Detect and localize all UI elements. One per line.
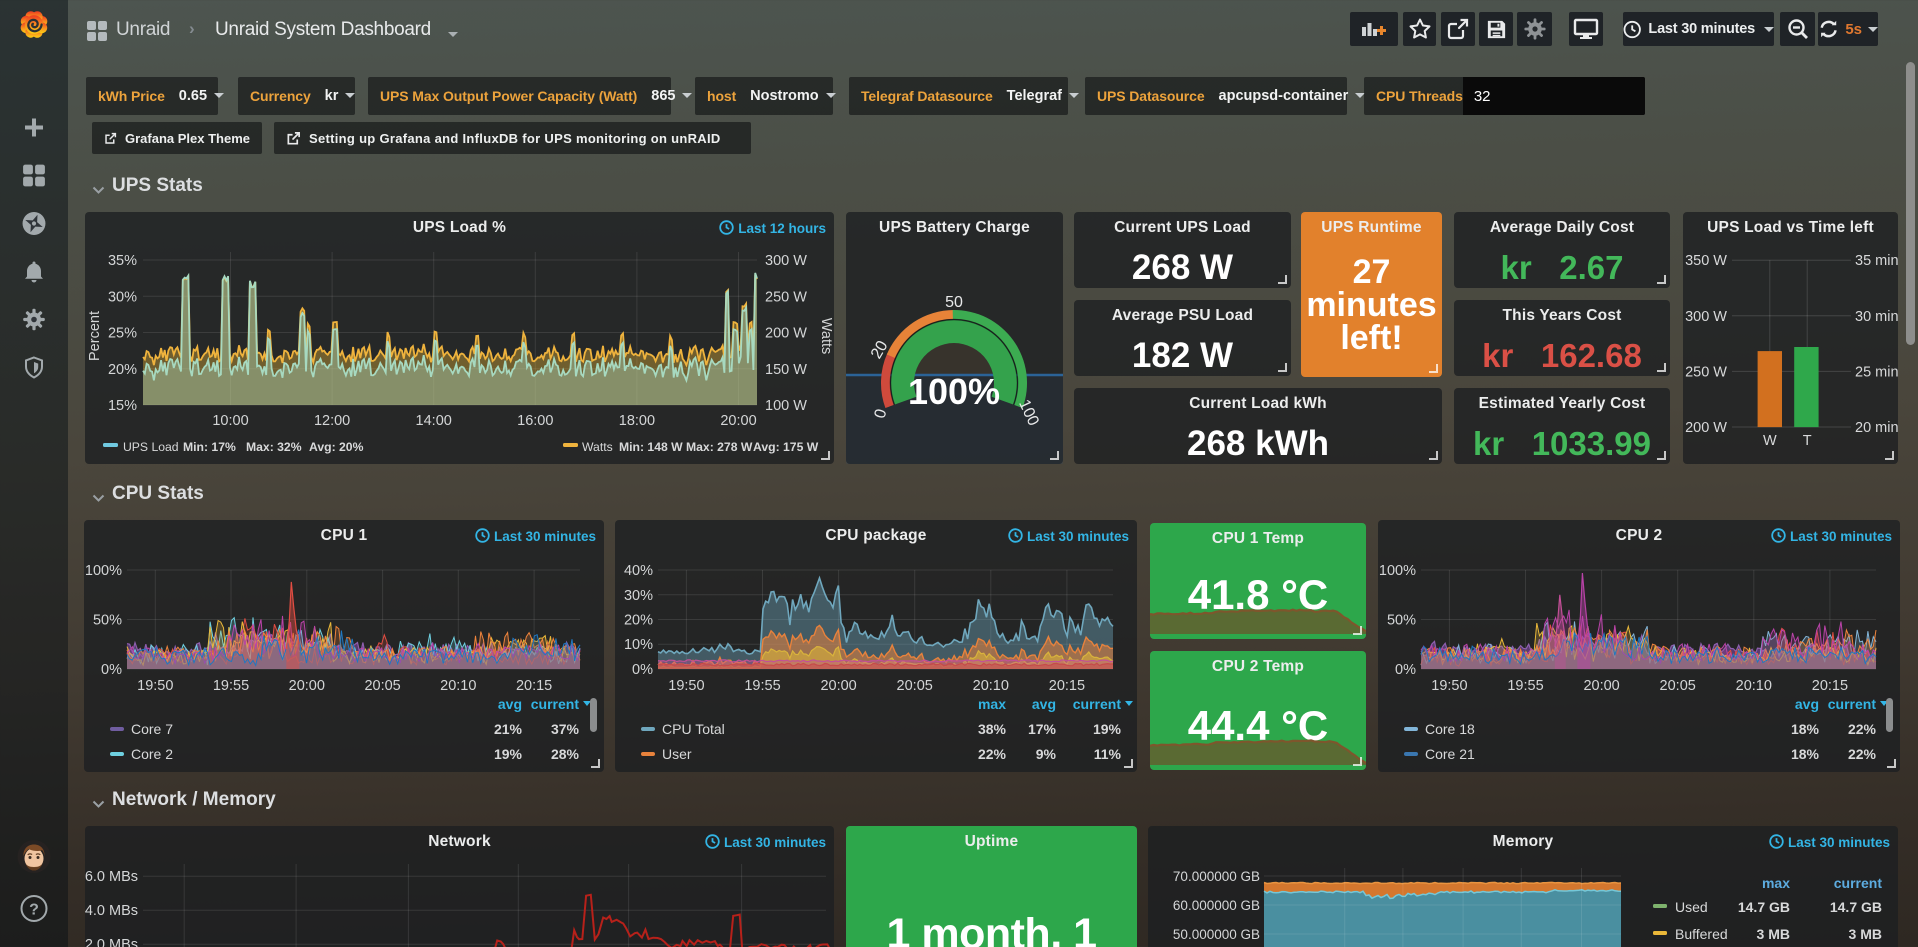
- svg-text:0%: 0%: [101, 662, 122, 678]
- svg-text:350 W: 350 W: [1685, 253, 1727, 269]
- svg-text:Avg: 175 W: Avg: 175 W: [753, 440, 819, 454]
- svg-text:19:50: 19:50: [137, 678, 173, 694]
- svg-text:12:00: 12:00: [314, 413, 350, 429]
- svg-text:2.0 MBs: 2.0 MBs: [85, 937, 138, 947]
- svg-text:Watts: Watts: [582, 440, 613, 454]
- svg-text:Watts: Watts: [818, 318, 834, 355]
- svg-text:Avg: 20%: Avg: 20%: [309, 440, 364, 454]
- svg-text:max: max: [1762, 875, 1790, 891]
- svg-text:20:10: 20:10: [440, 678, 476, 694]
- svg-text:35%: 35%: [108, 253, 137, 269]
- svg-text:W: W: [1763, 433, 1777, 449]
- svg-text:Min: 17%: Min: 17%: [183, 440, 236, 454]
- svg-text:18:00: 18:00: [619, 413, 655, 429]
- svg-text:100%: 100%: [85, 563, 122, 579]
- svg-text:20:10: 20:10: [973, 678, 1009, 694]
- svg-text:16:00: 16:00: [517, 413, 553, 429]
- svg-text:250 W: 250 W: [1685, 364, 1727, 380]
- svg-text:current: current: [1834, 875, 1883, 891]
- svg-text:300 W: 300 W: [765, 253, 807, 269]
- svg-text:3 MB: 3 MB: [1849, 926, 1882, 942]
- svg-text:60.000000 GB: 60.000000 GB: [1173, 898, 1260, 913]
- svg-text:20:05: 20:05: [1660, 678, 1696, 694]
- svg-text:19:55: 19:55: [1507, 678, 1543, 694]
- svg-text:Max: 278 W: Max: 278 W: [686, 440, 753, 454]
- svg-text:?: ?: [29, 902, 39, 919]
- svg-text:20:00: 20:00: [289, 678, 325, 694]
- svg-text:Min: 148 W: Min: 148 W: [619, 440, 683, 454]
- svg-text:0: 0: [872, 407, 891, 420]
- svg-text:40%: 40%: [624, 563, 653, 579]
- svg-text:100 W: 100 W: [765, 398, 807, 414]
- svg-text:100%: 100%: [1379, 563, 1416, 579]
- svg-text:10%: 10%: [624, 637, 653, 653]
- svg-text:30%: 30%: [624, 588, 653, 604]
- svg-text:50%: 50%: [93, 613, 122, 629]
- svg-text:0%: 0%: [1395, 662, 1416, 678]
- svg-text:4.0 MBs: 4.0 MBs: [85, 903, 138, 919]
- svg-text:200 W: 200 W: [765, 326, 807, 342]
- svg-text:19:50: 19:50: [1431, 678, 1467, 694]
- svg-text:30%: 30%: [108, 289, 137, 305]
- svg-text:20:00: 20:00: [720, 413, 756, 429]
- svg-text:20%: 20%: [624, 613, 653, 629]
- svg-text:20:15: 20:15: [516, 678, 552, 694]
- svg-text:6.0 MBs: 6.0 MBs: [85, 869, 138, 885]
- svg-text:20:05: 20:05: [364, 678, 400, 694]
- svg-text:50.000000 GB: 50.000000 GB: [1173, 927, 1260, 942]
- svg-text:19:50: 19:50: [668, 678, 704, 694]
- svg-text:20: 20: [868, 338, 892, 362]
- svg-text:14.7 GB: 14.7 GB: [1830, 899, 1882, 915]
- svg-text:14.7 GB: 14.7 GB: [1738, 899, 1790, 915]
- svg-text:UPS Load: UPS Load: [123, 440, 179, 454]
- svg-text:Buffered: Buffered: [1675, 926, 1728, 942]
- svg-text:3 MB: 3 MB: [1757, 926, 1790, 942]
- svg-text:20 min: 20 min: [1855, 420, 1898, 436]
- svg-text:Used: Used: [1675, 899, 1708, 915]
- svg-text:20:15: 20:15: [1812, 678, 1848, 694]
- svg-text:50%: 50%: [1387, 613, 1416, 629]
- svg-text:15%: 15%: [108, 398, 137, 414]
- svg-text:10:00: 10:00: [212, 413, 248, 429]
- svg-text:150 W: 150 W: [765, 362, 807, 378]
- svg-text:0%: 0%: [632, 662, 653, 678]
- svg-text:19:55: 19:55: [213, 678, 249, 694]
- svg-text:30 min: 30 min: [1855, 309, 1898, 325]
- svg-text:Max: 32%: Max: 32%: [246, 440, 302, 454]
- svg-text:T: T: [1803, 433, 1812, 449]
- svg-text:300 W: 300 W: [1685, 309, 1727, 325]
- svg-text:35 min: 35 min: [1855, 253, 1898, 269]
- svg-text:50: 50: [945, 294, 963, 311]
- svg-text:20:00: 20:00: [820, 678, 856, 694]
- svg-text:20:00: 20:00: [1583, 678, 1619, 694]
- svg-text:100%: 100%: [908, 371, 1000, 412]
- svg-text:25%: 25%: [108, 326, 137, 342]
- svg-text:14:00: 14:00: [416, 413, 452, 429]
- svg-text:20:15: 20:15: [1049, 678, 1085, 694]
- svg-text:Percent: Percent: [87, 311, 103, 361]
- svg-text:70.000000 GB: 70.000000 GB: [1173, 869, 1260, 884]
- svg-text:20:05: 20:05: [897, 678, 933, 694]
- svg-text:20:10: 20:10: [1736, 678, 1772, 694]
- svg-text:250 W: 250 W: [765, 289, 807, 305]
- svg-text:200 W: 200 W: [1685, 420, 1727, 436]
- svg-text:19:55: 19:55: [744, 678, 780, 694]
- svg-text:25 min: 25 min: [1855, 364, 1898, 380]
- svg-text:20%: 20%: [108, 362, 137, 378]
